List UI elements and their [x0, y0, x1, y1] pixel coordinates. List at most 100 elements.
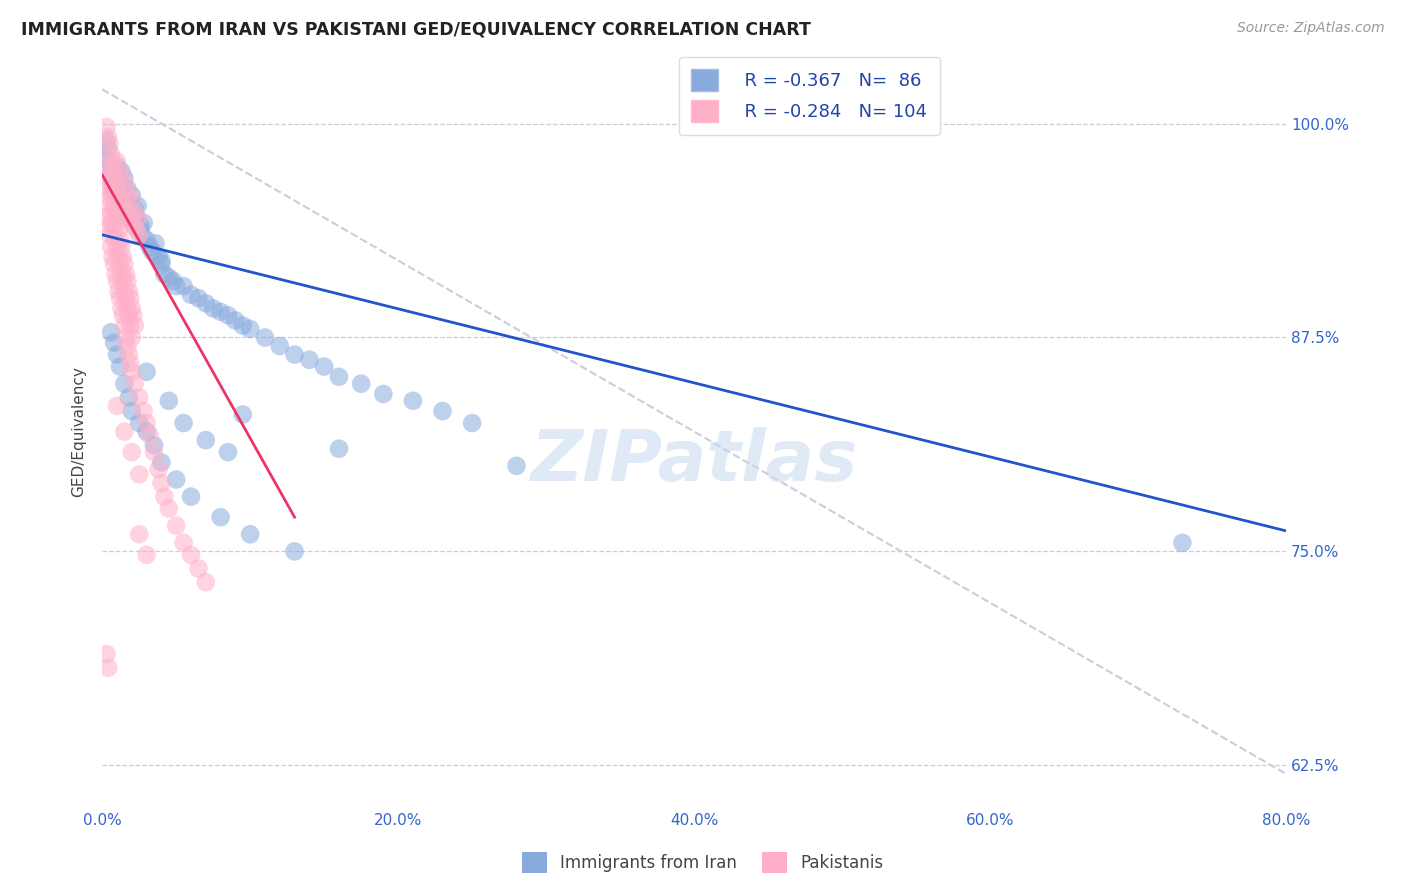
Point	[111, 188, 134, 202]
Point	[110, 164, 132, 178]
Point	[101, 177, 124, 191]
Point	[117, 205, 139, 219]
Point	[120, 318, 142, 333]
Point	[97, 160, 120, 174]
Point	[98, 227, 121, 242]
Point	[505, 458, 527, 473]
Point	[125, 222, 148, 236]
Point	[108, 233, 131, 247]
Point	[112, 171, 135, 186]
Point	[103, 222, 125, 236]
Point	[122, 216, 145, 230]
Point	[187, 561, 209, 575]
Point	[125, 211, 148, 225]
Point	[121, 301, 143, 316]
Point	[127, 211, 149, 225]
Point	[141, 244, 163, 259]
Point	[135, 365, 157, 379]
Point	[105, 274, 128, 288]
Point	[115, 267, 138, 281]
Point	[129, 219, 152, 234]
Point	[117, 301, 139, 316]
Point	[104, 233, 127, 247]
Text: Source: ZipAtlas.com: Source: ZipAtlas.com	[1237, 21, 1385, 35]
Point	[143, 445, 166, 459]
Point	[373, 387, 395, 401]
Point	[461, 416, 484, 430]
Point	[94, 151, 117, 165]
Point	[117, 181, 139, 195]
Point	[96, 120, 118, 134]
Point	[103, 257, 125, 271]
Point	[121, 404, 143, 418]
Point	[121, 365, 143, 379]
Point	[117, 339, 139, 353]
Point	[100, 240, 122, 254]
Point	[253, 330, 276, 344]
Point	[101, 188, 124, 202]
Point	[105, 160, 128, 174]
Point	[124, 376, 146, 391]
Point	[105, 399, 128, 413]
Point	[1171, 536, 1194, 550]
Point	[132, 216, 155, 230]
Point	[217, 308, 239, 322]
Point	[105, 181, 128, 195]
Point	[103, 199, 125, 213]
Point	[122, 308, 145, 322]
Point	[173, 279, 195, 293]
Point	[328, 369, 350, 384]
Point	[115, 205, 138, 219]
Point	[110, 240, 132, 254]
Point	[350, 376, 373, 391]
Point	[98, 137, 121, 152]
Point	[135, 548, 157, 562]
Point	[162, 274, 184, 288]
Point	[101, 250, 124, 264]
Point	[121, 188, 143, 202]
Point	[112, 425, 135, 439]
Point	[180, 490, 202, 504]
Point	[173, 416, 195, 430]
Point	[143, 438, 166, 452]
Point	[108, 291, 131, 305]
Point	[108, 257, 131, 271]
Point	[104, 171, 127, 186]
Point	[180, 287, 202, 301]
Point	[105, 154, 128, 169]
Point	[101, 154, 124, 169]
Point	[100, 168, 122, 182]
Point	[135, 233, 157, 247]
Point	[209, 305, 232, 319]
Point	[97, 219, 120, 234]
Point	[124, 202, 146, 216]
Point	[120, 211, 142, 225]
Point	[118, 390, 141, 404]
Point	[107, 188, 129, 202]
Point	[111, 171, 134, 186]
Point	[135, 416, 157, 430]
Point	[118, 211, 141, 225]
Point	[107, 250, 129, 264]
Point	[112, 194, 135, 208]
Point	[132, 404, 155, 418]
Point	[148, 250, 170, 264]
Point	[112, 257, 135, 271]
Point	[97, 188, 120, 202]
Point	[153, 490, 176, 504]
Point	[148, 462, 170, 476]
Point	[127, 199, 149, 213]
Point	[150, 475, 173, 490]
Point	[138, 240, 160, 254]
Point	[128, 222, 150, 236]
Point	[120, 199, 142, 213]
Legend:   R = -0.367   N=  86,   R = -0.284   N= 104: R = -0.367 N= 86, R = -0.284 N= 104	[679, 56, 939, 135]
Point	[107, 177, 129, 191]
Point	[115, 330, 138, 344]
Point	[107, 222, 129, 236]
Point	[150, 253, 173, 268]
Point	[96, 134, 118, 148]
Point	[124, 318, 146, 333]
Point	[108, 164, 131, 178]
Point	[239, 527, 262, 541]
